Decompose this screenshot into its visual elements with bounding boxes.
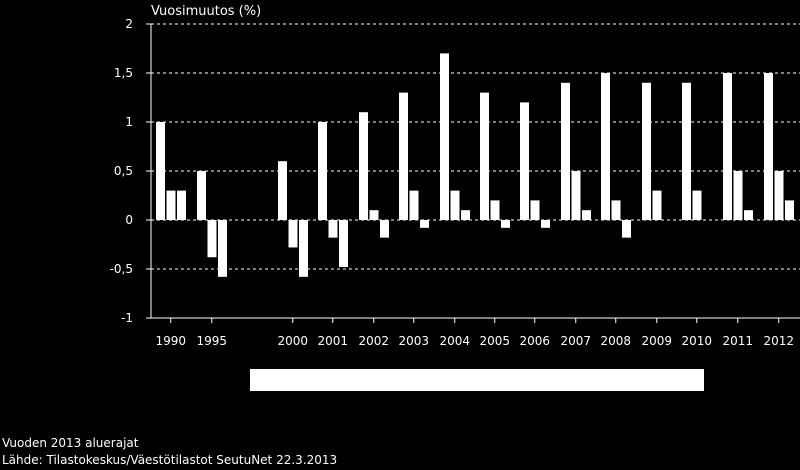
bar <box>601 73 610 220</box>
x-tick-label: 2005 <box>479 334 510 348</box>
x-tick-label: 1995 <box>196 334 227 348</box>
bar <box>652 190 662 220</box>
x-tick-label: 2000 <box>277 334 308 348</box>
x-tick-label: 2008 <box>600 334 631 348</box>
y-tick-label: 0 <box>125 213 133 227</box>
y-tick-label: 2 <box>125 17 133 31</box>
bar <box>571 171 581 220</box>
bar <box>177 190 186 220</box>
bar <box>461 210 470 220</box>
bar <box>501 220 510 228</box>
bar <box>166 190 176 220</box>
bar <box>318 122 327 220</box>
bar <box>622 220 631 238</box>
bar <box>764 73 773 220</box>
y-tick-label: -0,5 <box>110 262 133 276</box>
bar <box>530 200 540 220</box>
x-tick-label: 2007 <box>560 334 591 348</box>
y-tick-label: -1 <box>121 311 133 325</box>
bar <box>409 190 419 220</box>
bar <box>440 53 449 221</box>
bar <box>723 73 732 220</box>
x-tick-label: 1990 <box>155 334 186 348</box>
x-tick-label: 2001 <box>317 334 348 348</box>
bar <box>278 161 287 220</box>
bar <box>218 220 227 277</box>
footer-region-note: Vuoden 2013 aluerajat <box>2 436 139 450</box>
y-axis-title: Vuosimuutos (%) <box>151 4 262 19</box>
y-tick-label: 0,5 <box>114 164 133 178</box>
y-tick-label: 1,5 <box>114 66 133 80</box>
x-tick-label: 2004 <box>439 334 470 348</box>
bar <box>207 220 217 258</box>
bar <box>156 122 165 220</box>
bar <box>299 220 308 277</box>
bar <box>490 200 500 220</box>
bar <box>359 112 368 220</box>
bar <box>582 210 591 220</box>
bar <box>420 220 429 228</box>
bar <box>682 82 691 220</box>
legend-box <box>250 369 704 391</box>
bar <box>369 210 379 220</box>
y-tick-label: 1 <box>125 115 133 129</box>
bar <box>733 171 743 220</box>
bar <box>520 102 529 220</box>
bar <box>744 210 753 220</box>
bar <box>774 171 784 220</box>
bar <box>785 200 794 220</box>
bar <box>399 92 408 220</box>
x-tick-label: 2011 <box>722 334 753 348</box>
x-tick-label: 2010 <box>681 334 712 348</box>
bar <box>339 220 348 268</box>
x-tick-label: 2003 <box>398 334 429 348</box>
x-tick-label: 2012 <box>763 334 794 348</box>
footer-source: Lähde: Tilastokeskus/Väestötilastot Seut… <box>2 453 338 467</box>
bar <box>380 220 389 238</box>
bar <box>642 82 651 220</box>
x-tick-label: 2006 <box>519 334 550 348</box>
bar <box>561 82 570 220</box>
x-tick-label: 2009 <box>641 334 672 348</box>
bar <box>328 220 338 238</box>
bar <box>611 200 621 220</box>
bar <box>450 190 460 220</box>
bar <box>692 190 702 220</box>
bar <box>288 220 298 248</box>
bar <box>541 220 550 228</box>
bar <box>480 92 489 220</box>
x-tick-label: 2002 <box>358 334 389 348</box>
bar <box>197 171 206 220</box>
